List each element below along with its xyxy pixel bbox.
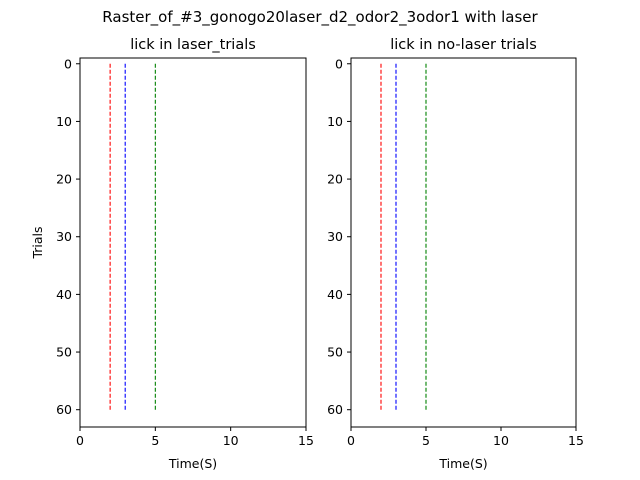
x-axis-label: Time(S)	[168, 456, 217, 471]
x-tick-label: 15	[568, 433, 584, 448]
x-tick-label: 0	[347, 433, 355, 448]
y-tick-label: 60	[56, 402, 72, 417]
x-tick-label: 10	[493, 433, 509, 448]
y-tick-label: 50	[327, 345, 343, 360]
y-tick-label: 40	[327, 287, 343, 302]
y-axis-label: Trials	[30, 226, 45, 259]
y-tick-label: 0	[335, 56, 343, 71]
x-axis-label: Time(S)	[438, 456, 487, 471]
y-tick-label: 40	[56, 287, 72, 302]
y-tick-label: 0	[64, 56, 72, 71]
y-tick-label: 50	[56, 345, 72, 360]
y-tick-label: 30	[327, 229, 343, 244]
axes-frame	[79, 57, 307, 428]
axes-frame	[350, 57, 577, 428]
y-tick-label: 10	[327, 114, 343, 129]
subplot-title: lick in laser_trials	[130, 37, 256, 53]
y-tick-label: 20	[56, 172, 72, 187]
y-tick-label: 30	[56, 229, 72, 244]
x-tick-label: 5	[422, 433, 430, 448]
subplot-1: 0 5 10 15 0 10 20 30 40 50 60 lick in laser_trials T…	[30, 37, 314, 471]
y-tick-label: 60	[327, 402, 343, 417]
y-tick-label: 10	[56, 114, 72, 129]
x-tick-label: 10	[223, 433, 239, 448]
x-tick-label: 0	[76, 433, 84, 448]
subplot-title: lick in no-laser trials	[390, 37, 537, 53]
subplot-2: 0 5 10 15 0 10 20 30 40 50 60 lick in no-laser tria…	[327, 37, 584, 471]
x-tick-label: 15	[298, 433, 314, 448]
y-tick-label: 20	[327, 172, 343, 187]
figure-title: Raster_of_#3_gonogo20laser_d2_odor2_3odo…	[102, 8, 538, 27]
x-tick-label: 5	[151, 433, 159, 448]
